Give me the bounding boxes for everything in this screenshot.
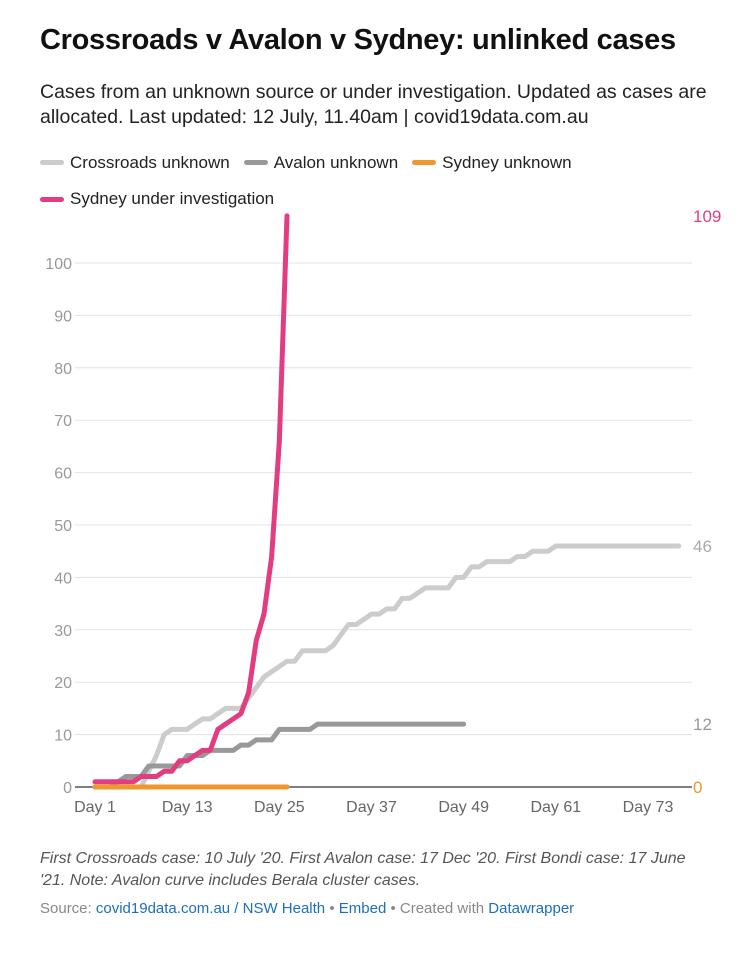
embed-link[interactable]: Embed: [338, 900, 387, 917]
series-line-crossroads-unknown: [92, 543, 682, 790]
chart-subtitle: Cases from an unknown source or under in…: [40, 81, 707, 128]
x-tick-label: Day 13: [162, 799, 213, 816]
end-value-label: 0: [693, 778, 702, 797]
end-value-label: 46: [693, 537, 712, 556]
source-label: Source:: [40, 900, 92, 917]
legend-item: Sydney unknown: [412, 152, 572, 173]
legend-item: Avalon unknown: [243, 152, 399, 173]
end-value-label: 109: [693, 207, 721, 226]
datawrapper-link[interactable]: Datawrapper: [488, 900, 575, 917]
legend: Crossroads unknown Avalon unknown Sydney u…: [40, 150, 720, 223]
separator: •: [329, 900, 335, 917]
chart-note: First Crossroads case: 10 July '20. Firs…: [40, 850, 686, 889]
y-tick-label: 80: [54, 361, 72, 378]
y-tick-label: 20: [54, 675, 72, 692]
legend-item: Crossroads unknown: [40, 153, 230, 173]
x-tick-label: Day 25: [254, 799, 305, 816]
legend-label: Sydney unknown: [442, 152, 572, 172]
x-tick-label: Day 37: [346, 799, 397, 816]
x-tick-label: Day 49: [438, 799, 489, 816]
legend-label: Crossroads unknown: [70, 152, 230, 172]
legend-label: Sydney under investigation: [70, 189, 275, 208]
x-tick-label: Day 1: [74, 799, 116, 816]
chart-title: Crossroads v Avalon v Sydney: unlinked c…: [40, 24, 676, 56]
y-tick-label: 60: [54, 466, 72, 483]
y-tick-label: 70: [54, 413, 72, 430]
legend-label: Avalon unknown: [273, 152, 399, 172]
series-line-avalon-unknown: [92, 721, 467, 790]
x-tick-label: Day 73: [623, 799, 674, 816]
y-tick-label: 30: [54, 623, 72, 640]
y-tick-label: 10: [54, 728, 72, 745]
legend-swatch: [243, 160, 268, 165]
legend-swatch: [40, 160, 64, 165]
source-line: Source: covid19data.com.au / NSW Health …: [40, 900, 574, 917]
end-value-label: 12: [693, 715, 712, 734]
series-line-sydney-under-investigation: [92, 213, 290, 785]
source-link[interactable]: covid19data.com.au / NSW Health: [95, 900, 326, 917]
x-tick-label: Day 61: [530, 799, 581, 816]
y-tick-label: 40: [54, 570, 72, 587]
legend-swatch: [412, 160, 437, 165]
y-tick-label: 90: [54, 308, 72, 325]
y-tick-label: 100: [45, 256, 72, 273]
y-tick-label: 50: [54, 518, 72, 535]
legend-item: Sydney under investigation: [40, 189, 274, 209]
created-with-label: • Created with: [390, 900, 485, 917]
legend-swatch: [40, 196, 64, 202]
y-tick-label: 0: [63, 780, 72, 797]
